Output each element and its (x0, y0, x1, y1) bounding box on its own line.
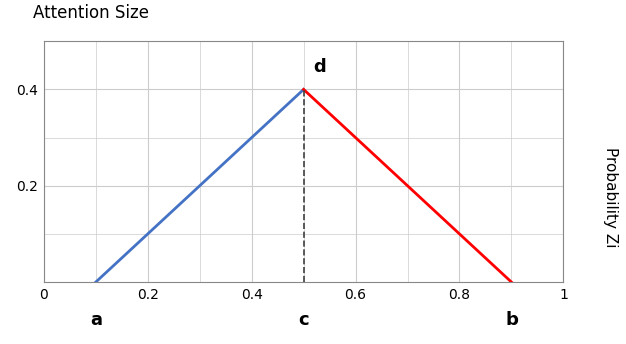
Text: c: c (299, 311, 309, 329)
Text: a: a (90, 311, 102, 329)
Text: b: b (505, 311, 518, 329)
Text: d: d (313, 58, 326, 76)
Text: Attention Size: Attention Size (33, 4, 150, 22)
Text: Probability Zi: Probability Zi (603, 147, 618, 248)
